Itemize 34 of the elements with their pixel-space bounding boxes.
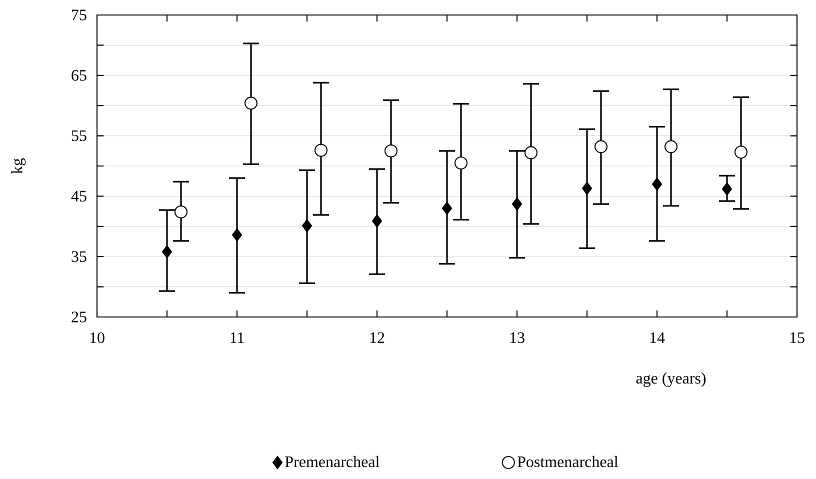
y-tick-label: 35 bbox=[72, 251, 86, 262]
point bbox=[664, 140, 678, 154]
point bbox=[174, 205, 188, 218]
y-tick-label: 25 bbox=[72, 312, 86, 322]
x-tick-label: 10 bbox=[90, 332, 104, 344]
point bbox=[162, 245, 172, 258]
x-axis-title: age (years) bbox=[636, 372, 706, 387]
point bbox=[244, 96, 258, 110]
point bbox=[372, 214, 382, 228]
point bbox=[232, 228, 242, 242]
point bbox=[594, 140, 608, 154]
point bbox=[734, 146, 748, 159]
point bbox=[454, 156, 468, 170]
x-tick-label: 14 bbox=[650, 332, 665, 343]
y-tick-label: 75 bbox=[72, 10, 86, 20]
x-tick-label: 13 bbox=[510, 332, 524, 344]
legend-label: Premenarcheal bbox=[285, 456, 380, 468]
y-tick-label: 55 bbox=[72, 130, 86, 142]
point bbox=[524, 146, 538, 160]
point bbox=[384, 144, 398, 158]
x-tick-label: 11 bbox=[230, 332, 244, 343]
point bbox=[722, 182, 732, 196]
y-tick-label: 45 bbox=[71, 190, 86, 202]
point bbox=[442, 202, 452, 215]
point bbox=[582, 182, 592, 195]
legend-label: Postmenarcheal bbox=[518, 456, 618, 468]
x-tick-label: 15 bbox=[790, 332, 804, 344]
point bbox=[512, 198, 522, 211]
x-tick-label: 12 bbox=[370, 332, 384, 343]
y-tick-label: 65 bbox=[72, 70, 86, 81]
point bbox=[652, 178, 662, 191]
y-axis-title: kg bbox=[11, 158, 26, 174]
point bbox=[302, 219, 312, 232]
point bbox=[314, 144, 328, 157]
